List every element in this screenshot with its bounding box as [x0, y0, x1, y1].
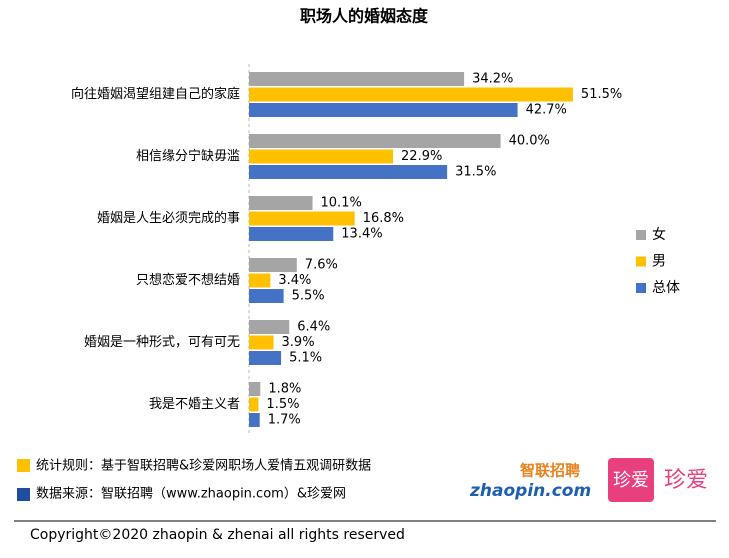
category-label: 我是不婚主义者 — [149, 397, 240, 412]
chart-title: 职场人的婚姻态度 — [300, 7, 429, 26]
bar — [249, 397, 259, 412]
value-label: 3.9% — [282, 335, 315, 350]
value-label: 10.1% — [321, 196, 362, 211]
bar — [249, 72, 465, 86]
bar — [249, 289, 284, 303]
legend-swatch — [636, 230, 646, 240]
value-label: 22.9% — [401, 149, 442, 164]
logo-box — [608, 458, 654, 502]
bar — [249, 103, 518, 117]
bar — [249, 134, 501, 148]
logo-text: 珍爱 — [613, 470, 649, 491]
value-label: 16.8% — [363, 211, 404, 226]
legend-swatch — [636, 283, 646, 293]
footer-rule: 统计规则：基于智联招聘&珍爱网职场人爱情五观调研数据 — [36, 459, 371, 474]
value-label: 1.7% — [268, 413, 301, 428]
value-label: 31.5% — [455, 165, 496, 180]
bar — [249, 196, 313, 210]
category-label: 相信缘分宁缺毋滥 — [136, 148, 240, 164]
value-label: 1.8% — [268, 382, 301, 397]
value-label: 51.5% — [581, 87, 622, 102]
legend-label: 女 — [652, 226, 666, 243]
logo-text: zhaopin.com — [469, 481, 591, 501]
bar — [249, 227, 334, 241]
value-label: 13.4% — [341, 227, 382, 242]
copyright: Copyright©2020 zhaopin & zhenai all righ… — [30, 527, 405, 543]
bar — [249, 351, 282, 365]
value-label: 5.5% — [292, 289, 325, 304]
value-label: 5.1% — [289, 351, 322, 366]
logo-text: 珍爱 — [664, 468, 708, 493]
bar — [249, 258, 297, 272]
value-label: 34.2% — [472, 72, 513, 87]
legend-swatch — [636, 256, 646, 267]
bar — [249, 165, 448, 179]
bar — [249, 320, 290, 334]
value-label: 6.4% — [297, 320, 330, 335]
logo-text: 智联招聘 — [520, 462, 580, 480]
legend-label: 男 — [652, 254, 666, 270]
value-label: 42.7% — [526, 103, 567, 118]
footer-marker — [17, 488, 30, 501]
category-label: 婚姻是人生必须完成的事 — [97, 210, 240, 226]
footer-source: 数据来源：智联招聘（www.zhaopin.com）&珍爱网 — [36, 487, 346, 502]
bar — [249, 335, 274, 350]
legend-label: 总体 — [652, 280, 680, 296]
value-label: 40.0% — [509, 134, 550, 149]
value-label: 7.6% — [305, 258, 338, 273]
bar — [249, 382, 261, 396]
category-label: 婚姻是一种形式，可有可无 — [84, 335, 240, 350]
value-label: 3.4% — [278, 273, 311, 288]
bar — [249, 273, 271, 288]
category-label: 只想恋爱不想结婚 — [136, 272, 240, 288]
bar — [249, 149, 394, 164]
bar — [249, 413, 260, 427]
bar — [249, 211, 355, 226]
category-label: 向往婚姻渴望组建自己的家庭 — [71, 86, 240, 102]
value-label: 1.5% — [266, 397, 299, 412]
footer-marker — [17, 459, 30, 472]
bar — [249, 87, 573, 102]
